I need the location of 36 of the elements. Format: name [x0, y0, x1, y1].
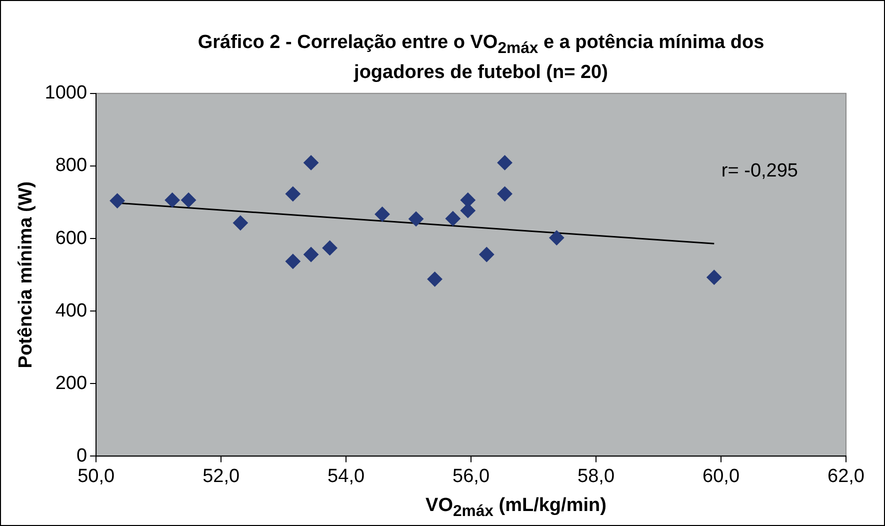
point [164, 192, 180, 208]
x-tick-label: 52,0 [202, 466, 240, 487]
point [479, 246, 494, 262]
point [427, 272, 442, 287]
point [285, 186, 300, 202]
y-tick-label: 600 [55, 228, 88, 249]
point [285, 254, 300, 269]
point [181, 192, 196, 208]
x-tick-label: 62,0 [828, 466, 864, 487]
point [408, 211, 424, 226]
point [304, 155, 319, 170]
annotation: r= -0,295 [721, 160, 798, 182]
point [445, 211, 460, 226]
chart-title: Gráfico 2 - Correlação entre o VO$_{2máx}$ e a potência mínima dos jogadores de futebol (n= 20) [196, 31, 766, 85]
point [374, 206, 390, 222]
point [497, 186, 512, 202]
point [322, 240, 338, 256]
x-tick-label: 54,0 [328, 466, 365, 487]
y-axis-title: Potência mínima (W) [16, 181, 37, 368]
y-tick-label: 800 [55, 155, 88, 176]
y-tick-label: 400 [55, 300, 88, 322]
x-tick-label: 58,0 [578, 466, 615, 487]
x-tick-label: 60,0 [702, 466, 740, 487]
x-tick-label: 50,0 [78, 466, 115, 487]
point [460, 203, 476, 218]
y-tick-label: 1000 [44, 82, 88, 104]
point [706, 270, 722, 285]
y-tick-label: 0 [76, 445, 88, 466]
point [110, 193, 125, 208]
point [497, 155, 512, 170]
point [549, 230, 564, 246]
x-axis-title: VO$_{2máx}$ (mL/kg/min) [424, 495, 608, 521]
point [232, 215, 248, 230]
x-tick-label: 56,0 [452, 466, 490, 487]
y-tick-label: 200 [55, 372, 88, 394]
point [304, 246, 319, 262]
